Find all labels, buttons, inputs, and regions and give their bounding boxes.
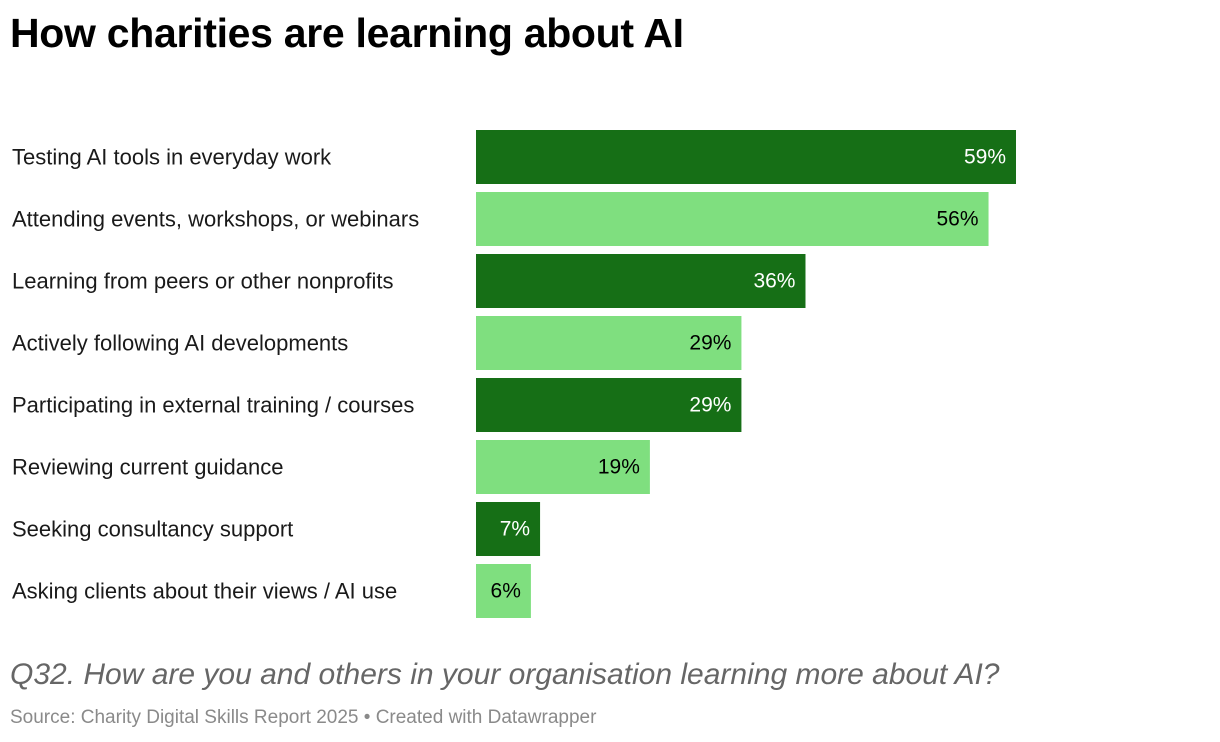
bar <box>476 130 1016 184</box>
bar-row: Seeking consultancy support 7% <box>12 502 541 556</box>
category-label: Actively following AI developments <box>12 331 348 356</box>
bar-row: Reviewing current guidance 19% <box>12 440 650 494</box>
category-label: Reviewing current guidance <box>12 455 284 480</box>
bar <box>476 564 531 618</box>
category-label: Testing AI tools in everyday work <box>12 145 332 170</box>
bar-row: Learning from peers or other nonprofits 3… <box>12 254 806 308</box>
value-label: 29% <box>689 332 731 355</box>
value-label: 56% <box>937 208 979 231</box>
category-label: Attending events, workshops, or webinars <box>12 207 419 232</box>
bar <box>476 254 806 308</box>
bar <box>476 378 742 432</box>
bar-row: Testing AI tools in everyday work 59% <box>12 130 1016 184</box>
category-label: Learning from peers or other nonprofits <box>12 269 394 294</box>
survey-question: Q32. How are you and others in your orga… <box>10 658 1000 691</box>
bar-chart: Testing AI tools in everyday work 59% Atte… <box>12 130 1016 618</box>
category-label: Seeking consultancy support <box>12 517 293 542</box>
value-label: 29% <box>689 394 731 417</box>
value-label: 6% <box>491 580 521 603</box>
category-label: Asking clients about their views / AI us… <box>12 579 397 604</box>
bar <box>476 316 742 370</box>
bar-row: Actively following AI developments 29% <box>12 316 742 370</box>
value-label: 7% <box>500 518 530 541</box>
value-label: 19% <box>598 456 640 479</box>
bar-row: Participating in external training / cou… <box>12 378 742 432</box>
bar <box>476 502 541 556</box>
value-label: 36% <box>753 270 795 293</box>
bar <box>476 192 989 246</box>
bar <box>476 440 650 494</box>
chart-title: How charities are learning about AI <box>10 10 684 56</box>
bar-row: Asking clients about their views / AI us… <box>12 564 531 618</box>
bar-row: Attending events, workshops, or webinars… <box>12 192 989 246</box>
source-credit: Source: Charity Digital Skills Report 20… <box>10 707 597 728</box>
category-label: Participating in external training / cou… <box>12 393 414 418</box>
value-label: 59% <box>964 146 1006 169</box>
